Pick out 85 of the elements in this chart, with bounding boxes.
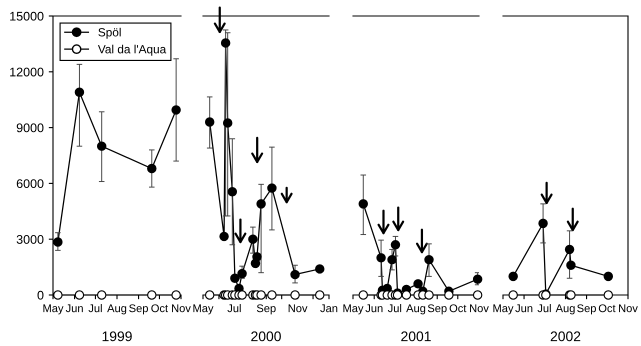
- point: [315, 264, 324, 274]
- x-tick-label: Jul: [88, 304, 102, 312]
- point: [53, 290, 63, 300]
- point: [228, 187, 238, 196]
- x-tick-label: Sep: [256, 304, 276, 314]
- point: [237, 268, 247, 278]
- legend-label: Val da l'Aqua: [98, 44, 166, 56]
- point: [222, 118, 232, 128]
- point: [358, 199, 368, 209]
- x-tick-label: Jun: [66, 304, 83, 312]
- x-tick-label: Oct: [151, 304, 168, 312]
- x-tick-label: Jul: [388, 304, 402, 312]
- point: [566, 290, 576, 300]
- x-tick-label: May: [493, 304, 514, 314]
- point: [256, 199, 266, 209]
- point: [267, 290, 277, 300]
- point: [219, 232, 229, 242]
- point: [204, 290, 214, 300]
- x-tick-label: Jul: [538, 304, 551, 312]
- point: [237, 290, 247, 300]
- point: [290, 290, 300, 300]
- point: [256, 290, 266, 300]
- x-tick-label: Sep: [428, 304, 447, 314]
- point: [358, 290, 368, 300]
- y-tick-label: 6000: [16, 179, 44, 188]
- x-tick-label: Aug: [556, 304, 575, 314]
- x-tick-label: Jan: [320, 304, 338, 312]
- point: [74, 88, 84, 97]
- point: [74, 290, 84, 300]
- point: [413, 279, 423, 289]
- y-tick-label: 3000: [16, 235, 44, 244]
- point: [230, 274, 240, 283]
- x-tick-label: Jun: [515, 304, 532, 312]
- x-tick-label: Nov: [470, 304, 489, 312]
- x-axis-title: 2001: [401, 331, 431, 342]
- x-tick-label: Nov: [288, 304, 308, 312]
- point: [220, 38, 230, 48]
- point: [96, 290, 106, 300]
- x-tick-label: Sep: [577, 304, 596, 314]
- x-axis-title: 1999: [102, 331, 132, 342]
- x-tick-label: May: [43, 304, 64, 314]
- x-tick-label: Nov: [172, 304, 191, 312]
- x-axis-title: 2002: [550, 331, 580, 342]
- point: [508, 290, 518, 300]
- x-tick-label: Aug: [406, 304, 426, 314]
- point: [204, 117, 214, 127]
- point: [147, 290, 157, 300]
- x-tick-label: Oct: [450, 304, 466, 312]
- point: [267, 183, 277, 193]
- point: [252, 252, 262, 262]
- point: [424, 254, 434, 264]
- point: [444, 290, 454, 300]
- point: [147, 164, 157, 174]
- point: [472, 290, 482, 300]
- x-tick-label: Oct: [598, 304, 616, 312]
- point: [376, 253, 386, 263]
- point: [96, 141, 106, 151]
- y-tick-label: 9000: [16, 123, 44, 132]
- point: [402, 290, 412, 300]
- point: [564, 244, 574, 254]
- point: [566, 260, 576, 270]
- point: [508, 272, 518, 282]
- y-tick-label: 15000: [10, 12, 44, 21]
- point: [538, 218, 548, 228]
- x-tick-label: May: [193, 304, 214, 314]
- y-tick-label: 12000: [10, 68, 44, 76]
- point: [171, 105, 181, 115]
- point: [53, 237, 63, 247]
- point: [171, 290, 181, 300]
- point: [315, 290, 324, 300]
- x-tick-label: Aug: [107, 304, 126, 314]
- point: [604, 272, 614, 282]
- legend-label: Spöl: [98, 28, 121, 39]
- point: [290, 270, 300, 280]
- x-tick-label: May: [343, 304, 364, 314]
- y-tick-label: 0: [38, 290, 44, 300]
- x-axis-title: 2000: [251, 331, 281, 342]
- x-tick-label: Jun: [365, 304, 382, 312]
- point: [424, 290, 434, 300]
- x-tick-label: Sep: [129, 304, 148, 314]
- point: [472, 274, 482, 284]
- x-tick-label: Jul: [227, 304, 241, 312]
- point: [248, 234, 258, 244]
- point: [604, 290, 614, 300]
- x-tick-label: Nov: [619, 304, 638, 312]
